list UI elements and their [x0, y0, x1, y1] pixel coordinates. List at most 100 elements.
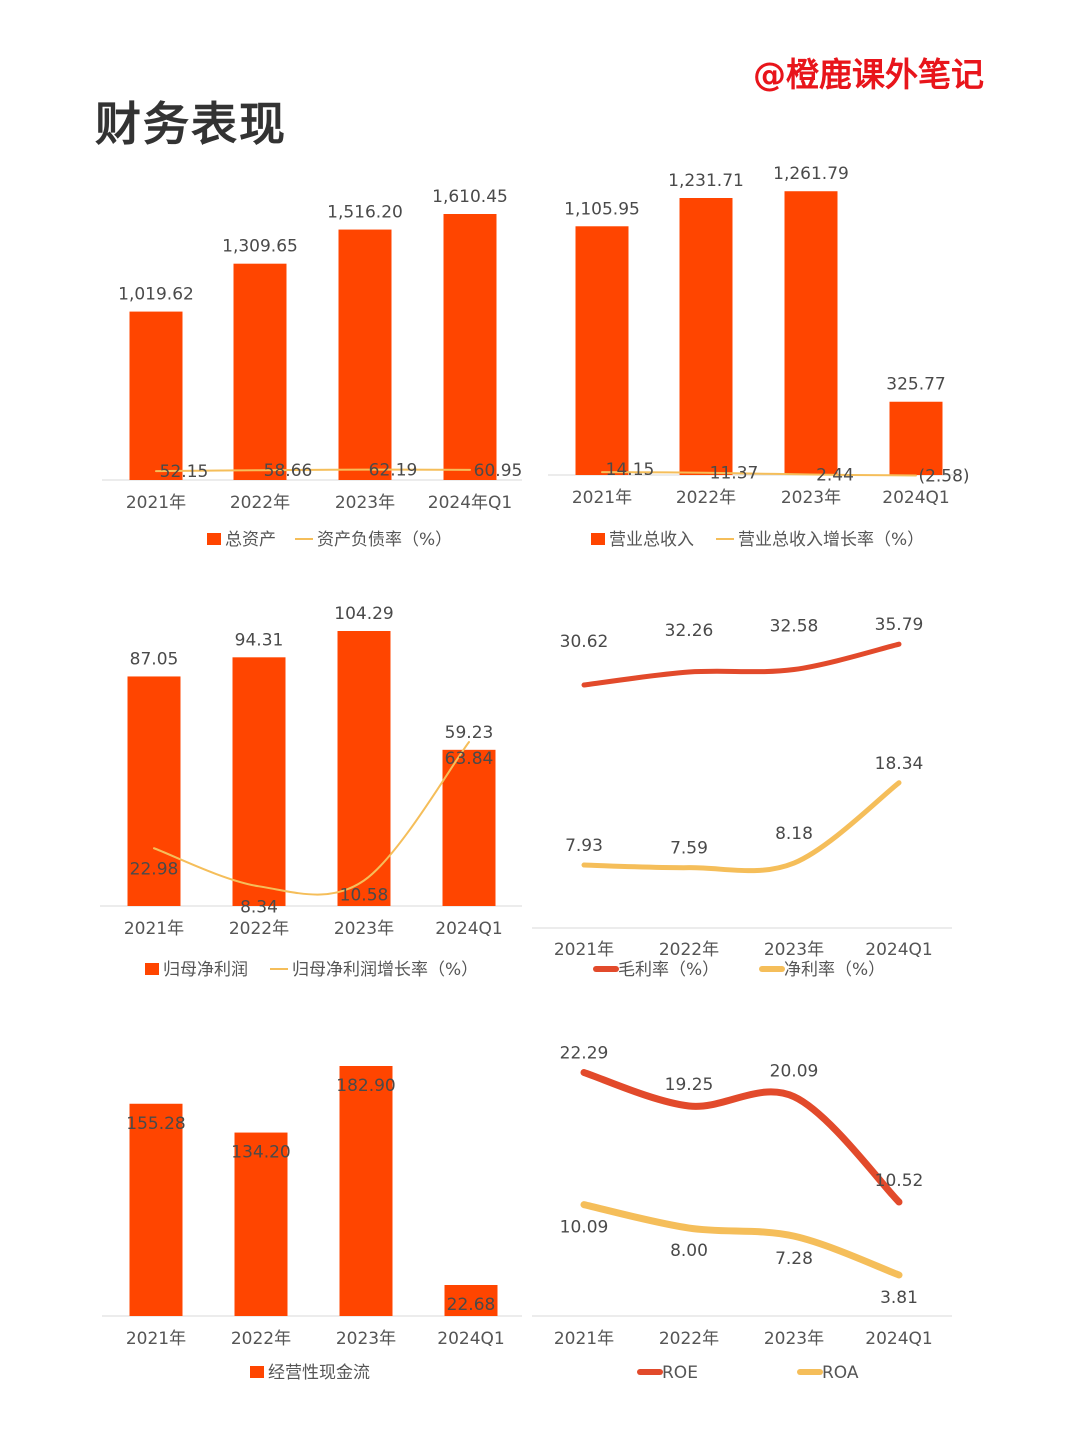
line-data-label: 32.58: [770, 617, 819, 637]
x-tick-label: 2021年: [126, 493, 186, 513]
line-data-label: 7.28: [775, 1249, 813, 1269]
legend-swatch: [250, 1366, 264, 1378]
watermark: @橙鹿课外笔记: [753, 55, 984, 94]
bar: [234, 1132, 288, 1316]
bar: [339, 1066, 393, 1316]
x-tick-label: 2022年: [659, 940, 719, 960]
line-data-label: 10.58: [340, 885, 389, 905]
series-line: [580, 1201, 903, 1279]
bar-data-label: 1,105.95: [564, 199, 640, 219]
line-data-label: 8.34: [240, 897, 278, 917]
x-tick-label: 2024年Q1: [428, 493, 512, 513]
x-tick-label: 2022年: [229, 919, 289, 939]
legend-label: 总资产: [225, 530, 276, 550]
line-data-label: 22.98: [130, 859, 179, 879]
bar: [129, 311, 183, 480]
bar-data-label: 59.23: [445, 723, 494, 743]
x-tick-label: 2022年: [676, 488, 736, 508]
chart-revenue: 2021年 2022年 2023年 2024Q1 1,105.95 1,231.71 1,2…: [548, 164, 970, 550]
bar-data-label: 134.20: [231, 1143, 290, 1163]
x-tick-label: 2023年: [335, 493, 395, 513]
legend-label: 营业总收入增长率（%）: [738, 530, 924, 550]
x-tick-label: 2023年: [764, 1329, 824, 1349]
bar-data-label: 1,231.71: [668, 171, 744, 191]
legend-label: 归母净利润: [163, 960, 248, 980]
series-line: [153, 741, 470, 896]
line-data-label: 14.15: [606, 460, 655, 480]
line-data-label: 11.37: [710, 464, 759, 484]
line-data-label: 10.09: [560, 1218, 609, 1238]
chart-roe-roa: 2021年 2022年 2023年 2024Q1 22.29 19.25 20.09 10.5…: [532, 1044, 952, 1383]
line-data-label: 8.18: [775, 824, 813, 844]
chart-operating-cashflow: 2021年 2022年 2023年 2024Q1 155.28 134.20 182.90 2…: [102, 1066, 522, 1383]
x-tick-label: 2024Q1: [865, 940, 932, 960]
legend-label: 归母净利润增长率（%）: [292, 960, 478, 980]
x-tick-label: 2021年: [124, 919, 184, 939]
line-data-label: 3.81: [880, 1288, 918, 1308]
x-tick-label: 2024Q1: [437, 1329, 504, 1349]
bar: [575, 226, 629, 475]
x-tick-label: 2021年: [554, 940, 614, 960]
legend-label: 资产负债率（%）: [317, 530, 452, 550]
series-line: [581, 780, 902, 874]
line-data-label: 2.44: [816, 466, 854, 486]
bar: [784, 191, 838, 475]
legend-swatch: [207, 533, 221, 545]
bar: [442, 749, 496, 906]
line-data-label: 7.59: [670, 839, 708, 859]
line-data-label: (2.58): [918, 467, 969, 487]
line-data-label: 8.00: [670, 1241, 708, 1261]
bar-data-label: 87.05: [130, 649, 179, 669]
legend-label: 毛利率（%）: [618, 960, 719, 980]
x-tick-label: 2021年: [554, 1329, 614, 1349]
bar: [337, 631, 391, 906]
chart-net-profit: 2021年 2022年 2023年 2024Q1 87.05 94.31 104.29 59.…: [100, 604, 522, 980]
line-data-label: 62.19: [369, 461, 418, 481]
x-tick-label: 2024Q1: [882, 488, 949, 508]
line-data-label: 35.79: [875, 615, 924, 635]
series-line: [601, 471, 917, 477]
legend-label: ROE: [662, 1363, 698, 1383]
legend-label: 经营性现金流: [268, 1363, 370, 1383]
bar-data-label: 22.68: [447, 1295, 496, 1315]
line-data-label: 60.95: [474, 461, 523, 481]
bar: [443, 214, 497, 480]
bar-data-label: 182.90: [336, 1076, 395, 1096]
legend-swatch: [145, 963, 159, 975]
bar-data-label: 155.28: [126, 1114, 185, 1134]
x-tick-label: 2022年: [231, 1329, 291, 1349]
line-data-label: 19.25: [665, 1075, 714, 1095]
bar-data-label: 104.29: [334, 604, 393, 624]
bar-data-label: 1,261.79: [773, 164, 849, 184]
bar: [232, 657, 286, 906]
x-tick-label: 2023年: [764, 940, 824, 960]
chart-total-assets: 2021年 2022年 2023年 2024年Q1 1,019.62 1,309.65 1,…: [102, 187, 522, 550]
line-data-label: 58.66: [264, 461, 313, 481]
x-tick-label: 2024Q1: [435, 919, 502, 939]
x-tick-label: 2023年: [334, 919, 394, 939]
line-data-label: 30.62: [560, 632, 609, 652]
line-data-label: 20.09: [770, 1062, 819, 1082]
bar-data-label: 1,019.62: [118, 285, 194, 305]
line-data-label: 32.26: [665, 621, 714, 641]
x-tick-label: 2023年: [336, 1329, 396, 1349]
line-data-label: 63.84: [445, 749, 494, 769]
bar-data-label: 325.77: [886, 375, 945, 395]
x-tick-label: 2021年: [126, 1329, 186, 1349]
x-tick-label: 2022年: [230, 493, 290, 513]
x-tick-label: 2022年: [659, 1329, 719, 1349]
bar: [127, 676, 181, 906]
series-line: [581, 641, 902, 688]
line-data-label: 18.34: [875, 754, 924, 774]
legend-label: 净利率（%）: [784, 960, 885, 980]
bar: [679, 198, 733, 475]
bar-data-label: 94.31: [235, 630, 284, 650]
x-tick-label: 2024Q1: [865, 1329, 932, 1349]
bar: [233, 263, 287, 480]
legend-label: 营业总收入: [609, 530, 694, 550]
bar-data-label: 1,610.45: [432, 187, 508, 207]
bar-data-label: 1,516.20: [327, 203, 403, 223]
bar: [338, 229, 392, 480]
line-data-label: 7.93: [565, 836, 603, 856]
